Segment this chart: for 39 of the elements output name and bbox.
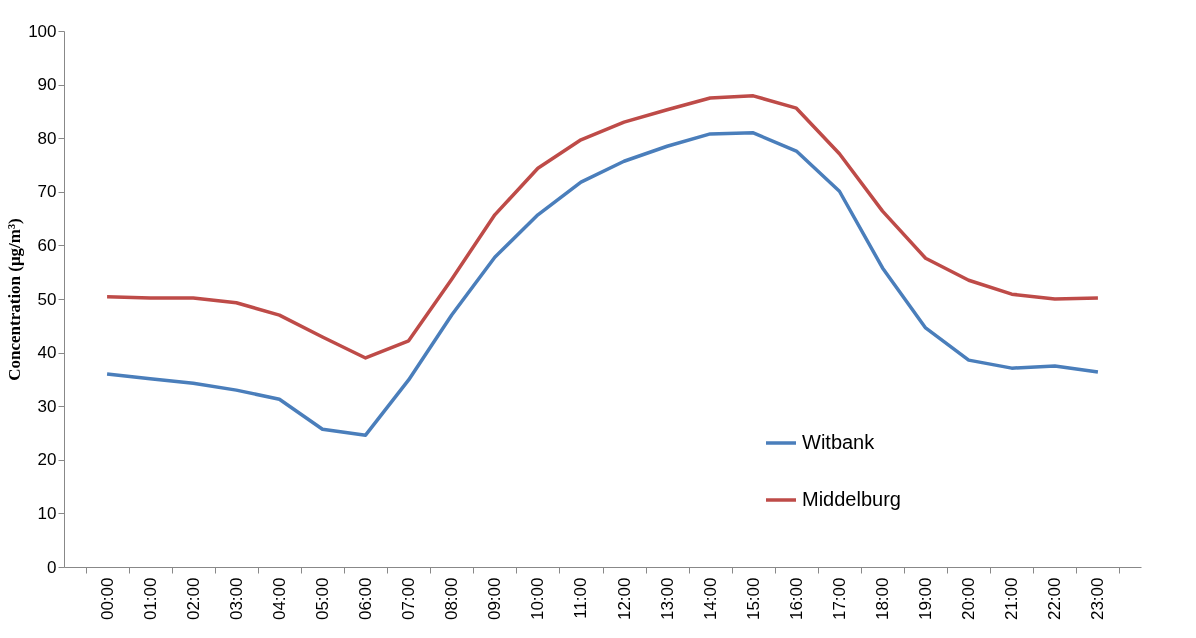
y-tick-label: 0	[47, 557, 57, 577]
x-tick-label: 08:00	[442, 577, 462, 621]
x-tick-label: 04:00	[269, 577, 289, 621]
y-tick-label: 60	[37, 235, 57, 255]
x-tick-label: 02:00	[183, 577, 203, 621]
x-tick-label: 22:00	[1045, 577, 1065, 621]
y-tick-label: 70	[37, 182, 57, 202]
x-tick-label: 05:00	[312, 577, 332, 621]
y-tick-label: 50	[37, 289, 57, 309]
y-tick-label: 40	[37, 343, 57, 363]
x-tick-label: 10:00	[528, 577, 548, 621]
y-tick-label: 10	[37, 503, 57, 523]
x-tick-label: 12:00	[614, 577, 634, 621]
y-tick-label: 90	[37, 75, 57, 95]
y-tick-label: 20	[37, 450, 57, 470]
x-tick-label: 15:00	[743, 577, 763, 621]
x-tick-label: 17:00	[829, 577, 849, 621]
x-tick-label: 23:00	[1088, 577, 1108, 621]
x-tick-label: 19:00	[916, 577, 936, 621]
x-tick-label: 09:00	[485, 577, 505, 621]
x-tick-label: 11:00	[571, 577, 591, 619]
x-tick-label: 06:00	[356, 577, 376, 621]
y-tick-label: 100	[28, 21, 57, 41]
y-axis-title: Concentration (μg/m³)	[5, 218, 25, 381]
x-tick-label: 16:00	[786, 577, 806, 621]
legend-label: Middelburg	[802, 488, 901, 510]
line-series	[105, 94, 1100, 360]
x-tick-label: 00:00	[97, 577, 117, 621]
x-tick-label: 03:00	[226, 577, 246, 621]
y-tick-label: 80	[37, 128, 57, 148]
x-tick-label: 21:00	[1002, 577, 1022, 621]
legend-label: Witbank	[802, 431, 876, 453]
x-tick-label: 07:00	[399, 577, 419, 621]
x-tick-label: 01:00	[140, 577, 160, 621]
x-tick-label: 20:00	[959, 577, 979, 621]
y-tick-label: 30	[37, 396, 57, 416]
x-tick-label: 14:00	[700, 577, 720, 621]
x-tick-label: 13:00	[657, 577, 677, 621]
x-tick-label: 18:00	[873, 577, 893, 621]
